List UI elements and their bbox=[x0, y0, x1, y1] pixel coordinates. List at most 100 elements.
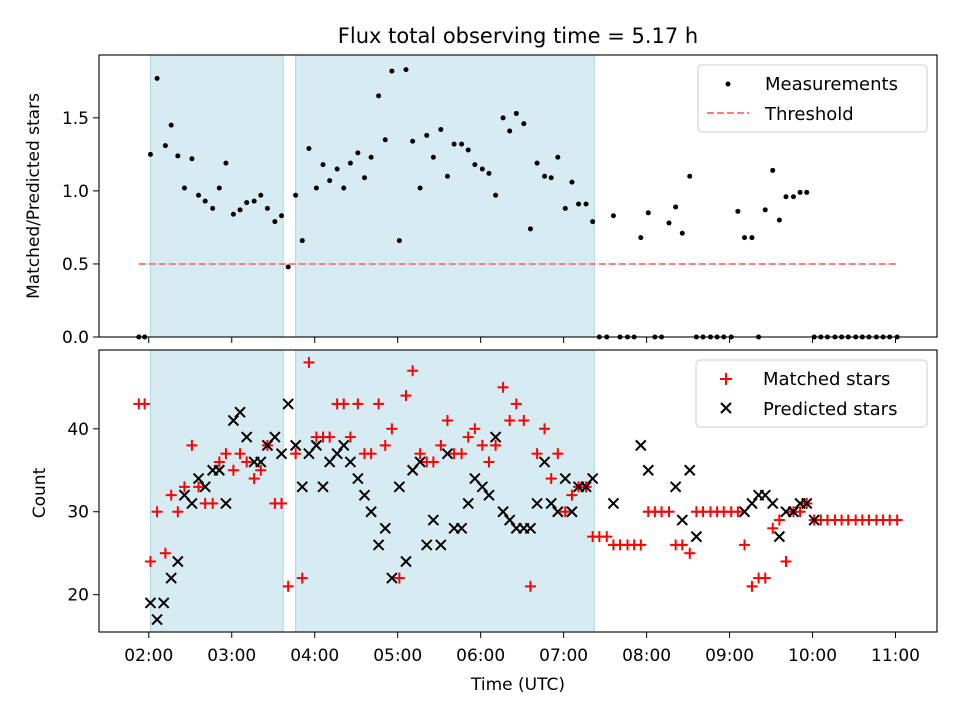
matched-star-point bbox=[186, 439, 198, 451]
predicted-star-point bbox=[220, 497, 232, 510]
predicted-star-point bbox=[358, 489, 371, 501]
measurement-point bbox=[513, 110, 519, 116]
predicted-star-point bbox=[338, 439, 350, 452]
predicted-star-point bbox=[545, 497, 557, 510]
predicted-star-point bbox=[372, 539, 385, 551]
matched-star-point bbox=[552, 448, 564, 460]
predicted-star-point bbox=[669, 481, 682, 493]
matched-star-point bbox=[151, 506, 163, 518]
predicted-star-point bbox=[462, 497, 474, 510]
y-tick-label: 30 bbox=[67, 503, 89, 523]
predicted-star-point bbox=[393, 481, 406, 493]
count-legend: Matched stars Predicted stars bbox=[695, 359, 928, 428]
matched-star-point bbox=[159, 547, 171, 559]
matched-star-point bbox=[386, 423, 398, 435]
measurement-point bbox=[576, 201, 582, 207]
y-tick-label: 1.0 bbox=[62, 182, 89, 202]
measurement-point bbox=[216, 185, 222, 191]
predicted-star-point bbox=[586, 472, 599, 485]
matched-star-point bbox=[663, 506, 675, 518]
measurement-point bbox=[410, 138, 416, 144]
matched-star-point bbox=[365, 448, 377, 460]
x-tick-label: 06:00 bbox=[456, 646, 505, 666]
predicted-star-point bbox=[421, 539, 433, 551]
matched-star-point bbox=[414, 448, 426, 460]
matched-star-point bbox=[234, 448, 246, 460]
measurement-point bbox=[500, 115, 506, 121]
x-tick-label: 11:00 bbox=[871, 646, 920, 666]
matched-star-point bbox=[255, 464, 267, 476]
matched-star-point bbox=[462, 431, 474, 443]
matched-star-point bbox=[379, 439, 391, 451]
measurement-point bbox=[562, 205, 568, 211]
y-tick-label: 20 bbox=[67, 586, 89, 606]
matched-star-point bbox=[469, 423, 481, 435]
y-tick-label: 1.5 bbox=[62, 109, 89, 129]
predicted-star-point bbox=[414, 456, 426, 468]
predicted-star-point bbox=[386, 572, 398, 584]
measurement-point bbox=[548, 175, 554, 181]
matched-stars-legend-marker bbox=[720, 373, 732, 385]
measurement-point bbox=[376, 93, 382, 99]
measurement-point bbox=[555, 154, 561, 160]
predicted-star-point bbox=[808, 514, 820, 526]
measurement-point bbox=[783, 194, 789, 200]
predicted-star-point bbox=[199, 481, 211, 493]
matched-star-point bbox=[759, 572, 771, 584]
ratio-plot-area bbox=[136, 67, 900, 340]
predicted-star-point bbox=[773, 530, 786, 543]
measurement-point bbox=[362, 175, 368, 181]
matched-star-point bbox=[373, 398, 385, 410]
matched-star-point bbox=[303, 356, 315, 368]
measurement-point bbox=[181, 185, 187, 191]
measurement-point bbox=[368, 154, 374, 160]
predicted-star-point bbox=[676, 514, 688, 526]
measurement-point bbox=[347, 160, 353, 166]
predicted-star-point bbox=[684, 464, 696, 476]
measurement-point bbox=[147, 151, 153, 157]
matched-star-point bbox=[518, 415, 530, 426]
ratio-x-ticks bbox=[148, 337, 897, 343]
matched-star-point bbox=[767, 522, 779, 534]
measurement-point bbox=[264, 205, 270, 211]
measurement-point bbox=[762, 207, 768, 213]
matched-star-point bbox=[510, 398, 522, 410]
ratio-panel: 0.0 0.5 1.0 1.5 Matched/Predicted stars Mea… bbox=[24, 54, 938, 348]
measurement-point bbox=[403, 67, 409, 73]
measurement-point bbox=[272, 219, 278, 225]
predicted-stars-legend-label: Predicted stars bbox=[763, 399, 897, 420]
measurement-point bbox=[742, 235, 748, 241]
predicted-star-point bbox=[531, 497, 543, 510]
measurement-point bbox=[569, 179, 575, 185]
matched-stars-legend-label: Matched stars bbox=[763, 369, 890, 390]
measurement-point bbox=[749, 235, 755, 241]
measurement-point bbox=[666, 220, 672, 226]
measurement-point bbox=[189, 156, 195, 162]
matched-star-point bbox=[282, 580, 294, 592]
measurement-point bbox=[202, 198, 208, 204]
y-tick-label: 0.0 bbox=[62, 328, 89, 348]
measurement-point bbox=[424, 132, 430, 138]
predicted-star-point bbox=[227, 414, 240, 427]
predicted-star-point bbox=[255, 456, 267, 468]
matched-star-point bbox=[290, 448, 302, 460]
measurement-point bbox=[293, 192, 299, 198]
observing-interval-shade bbox=[149, 54, 284, 338]
predicted-star-point bbox=[282, 398, 294, 410]
predicted-star-point bbox=[690, 530, 703, 543]
predicted-star-point bbox=[503, 514, 516, 526]
matched-star-point bbox=[400, 390, 412, 402]
measurement-point bbox=[583, 201, 589, 207]
predicted-star-point bbox=[296, 481, 308, 493]
measurement-point bbox=[459, 141, 465, 147]
measurement-point bbox=[493, 192, 499, 198]
measurement-point bbox=[542, 173, 548, 179]
measurement-point bbox=[770, 167, 776, 173]
measurement-point bbox=[590, 219, 596, 225]
matched-star-point bbox=[545, 473, 557, 485]
measurement-point bbox=[527, 226, 533, 232]
x-axis-label: Time (UTC) bbox=[470, 675, 565, 695]
measurement-point bbox=[175, 153, 181, 159]
measurement-point bbox=[285, 264, 291, 270]
